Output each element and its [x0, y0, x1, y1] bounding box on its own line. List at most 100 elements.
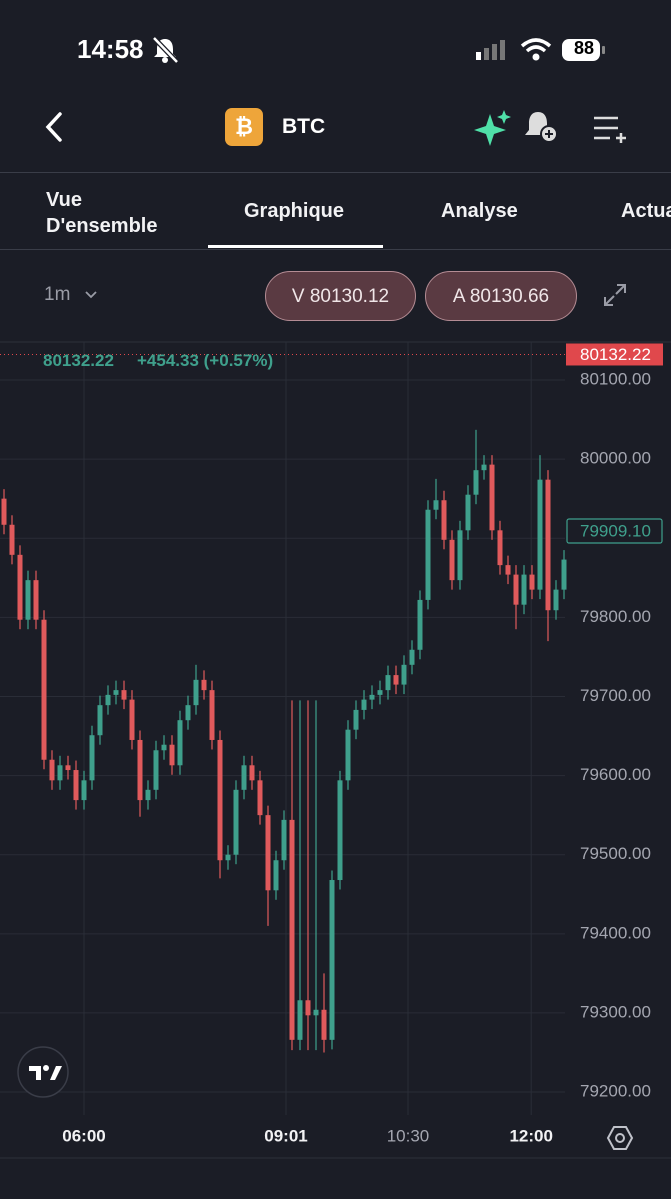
tab[interactable]: Actua — [621, 200, 671, 222]
silent-icon — [152, 36, 179, 64]
candle-body — [497, 530, 503, 566]
price-change: +454.33 (+0.57%) — [137, 351, 274, 370]
candle-body — [505, 565, 511, 575]
candle-body — [193, 679, 199, 706]
last-price: 80132.22 — [43, 351, 114, 370]
candle-body — [249, 765, 255, 781]
candle-body — [153, 750, 159, 790]
candle-body — [169, 744, 175, 766]
candle-body — [217, 739, 223, 861]
candle-body — [281, 819, 287, 861]
tab[interactable]: Analyse — [441, 200, 518, 222]
candle-body — [513, 574, 519, 605]
divider — [0, 172, 671, 173]
y-tick-label: 79500.00 — [580, 844, 651, 863]
candle-body — [73, 770, 79, 801]
candle-body — [17, 554, 23, 620]
candle-body — [289, 819, 295, 1040]
candle-body — [305, 1000, 311, 1016]
candle-body — [545, 479, 551, 611]
candle-body — [473, 470, 479, 495]
ask-button[interactable]: A 80130.66 — [425, 271, 577, 321]
candle-body — [441, 500, 447, 540]
candle-body — [105, 694, 111, 706]
candle-body — [409, 649, 415, 665]
candle-body — [121, 690, 127, 700]
price-label-box — [566, 343, 663, 366]
interval[interactable]: 1m — [44, 284, 71, 305]
candle-body — [145, 789, 151, 801]
candle-body — [65, 765, 71, 771]
status-time: 14:58 — [77, 34, 144, 64]
candle-body — [225, 854, 231, 861]
candle-body — [161, 744, 167, 751]
tab[interactable]: Vue D'ensemble — [46, 189, 158, 237]
header-actions[interactable] — [470, 108, 640, 148]
candle-body — [33, 580, 39, 620]
tab-indicator — [208, 245, 383, 248]
y-tick-label: 79400.00 — [580, 923, 651, 942]
candle-body — [185, 705, 191, 721]
divider — [0, 249, 671, 250]
candle-body — [273, 860, 279, 891]
y-tick-label: 79600.00 — [580, 765, 651, 784]
y-tick-label: 80000.00 — [580, 449, 651, 468]
candle-body — [345, 729, 351, 781]
candle-body — [401, 664, 407, 685]
candle-body — [129, 699, 135, 740]
candle-body — [425, 509, 431, 600]
price-label-box — [566, 518, 663, 544]
candle-body — [257, 780, 263, 816]
candle-body — [201, 679, 207, 691]
candle-body — [385, 675, 391, 691]
y-tick-label: 79800.00 — [580, 607, 651, 626]
settings-button[interactable] — [606, 1124, 634, 1152]
candle-body — [321, 1009, 327, 1040]
candle-body — [329, 880, 335, 1040]
bid-button[interactable]: V 80130.12 — [265, 271, 416, 321]
expand-button[interactable] — [602, 282, 628, 308]
price-label: 80132.22 — [580, 345, 651, 364]
candle-body — [457, 530, 463, 581]
candle-body — [97, 705, 103, 736]
candle-body — [417, 599, 423, 650]
y-tick-label: 80100.00 — [580, 369, 651, 388]
y-tick-label: 79700.00 — [580, 686, 651, 705]
back-button[interactable] — [40, 110, 68, 144]
candle-body — [561, 559, 567, 590]
price-label: 79909.10 — [580, 522, 651, 541]
y-tick-label: 79300.00 — [580, 1002, 651, 1021]
x-tick-label: 06:00 — [62, 1126, 105, 1145]
candle-body — [177, 720, 183, 766]
interval-chevron[interactable] — [84, 289, 98, 301]
candle-body — [137, 739, 143, 801]
status-icons — [476, 38, 605, 61]
x-tick-label: 10:30 — [387, 1126, 430, 1145]
y-tick-label: 79200.00 — [580, 1082, 651, 1101]
candle-body — [25, 580, 31, 620]
candle-body — [353, 709, 359, 730]
candle-body — [41, 619, 47, 760]
candle-body — [241, 765, 247, 790]
candle-body — [537, 479, 543, 590]
candle-body — [297, 1000, 303, 1040]
x-tick-label: 09:01 — [264, 1126, 307, 1145]
candle-body — [209, 690, 215, 740]
candle-body — [89, 735, 95, 781]
svg-text:₿: ₿ — [235, 115, 253, 140]
page-title: BTC — [282, 115, 326, 138]
candle-body — [481, 464, 487, 471]
candle-body — [1, 498, 7, 525]
candle-body — [49, 759, 55, 781]
tab-active[interactable]: Graphique — [244, 200, 345, 222]
candle-body — [377, 690, 383, 695]
candle-body — [233, 789, 239, 855]
tradingview-logo[interactable] — [17, 1046, 71, 1100]
candle-body — [521, 574, 527, 605]
candle-body — [313, 1009, 319, 1016]
candle-body — [529, 574, 535, 590]
candle-body — [449, 539, 455, 581]
btc-icon: ₿ — [225, 108, 263, 146]
candle-body — [9, 524, 15, 555]
candle-body — [393, 675, 399, 685]
